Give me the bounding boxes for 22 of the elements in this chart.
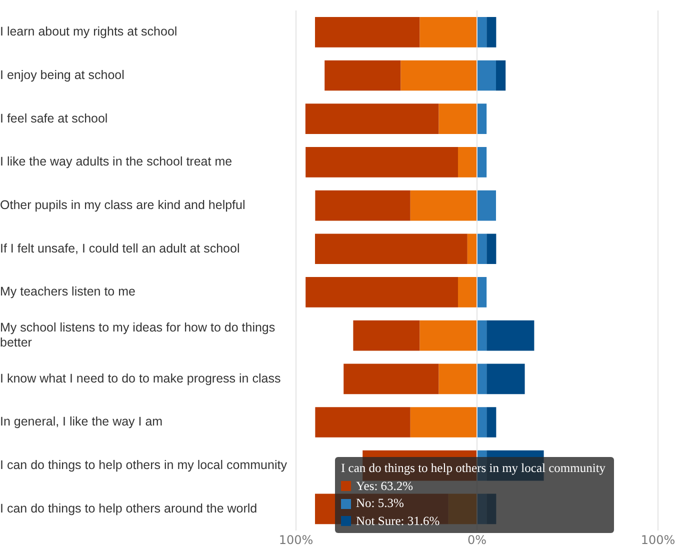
y-tick-label: My school listens to my ideas for how to do things better	[0, 320, 276, 350]
y-tick-label: If I felt unsafe, I could tell an adult at school	[0, 241, 240, 256]
y-tick-label: I feel safe at school	[0, 111, 108, 126]
x-tick-label: 0%	[467, 532, 487, 547]
y-tick-label: I can do things to help others in my local community	[0, 458, 288, 472]
annotation: : 5.3%	[371, 495, 404, 512]
y-tick-label: I like the way adults in the school treat me	[0, 154, 232, 169]
annotation: I can do things to help others in my local community	[341, 460, 606, 477]
y-tick-label: I learn about my rights at school	[0, 24, 178, 39]
y-tick-label: In general, I like the way I am	[0, 414, 163, 429]
legend-label: Yes	[356, 478, 374, 494]
x-tick-label: 100%	[640, 532, 676, 547]
y-tick-label: I know what I need to do to make progress in class	[0, 371, 281, 386]
x-tick-label: 100%	[278, 532, 314, 547]
annotation: : 63.2%	[374, 478, 414, 494]
y-tick-label: Other pupils in my class are kind and helpful	[0, 198, 246, 212]
annotation: : 31.6%	[400, 512, 440, 530]
y-tick-label: My teachers listen to me	[0, 284, 136, 299]
legend-label: Not Sure	[356, 512, 401, 530]
legend-label: No	[356, 495, 372, 512]
y-tick-label: I can do things to help others around the world	[0, 501, 258, 516]
y-tick-label: I enjoy being at school	[0, 68, 124, 82]
